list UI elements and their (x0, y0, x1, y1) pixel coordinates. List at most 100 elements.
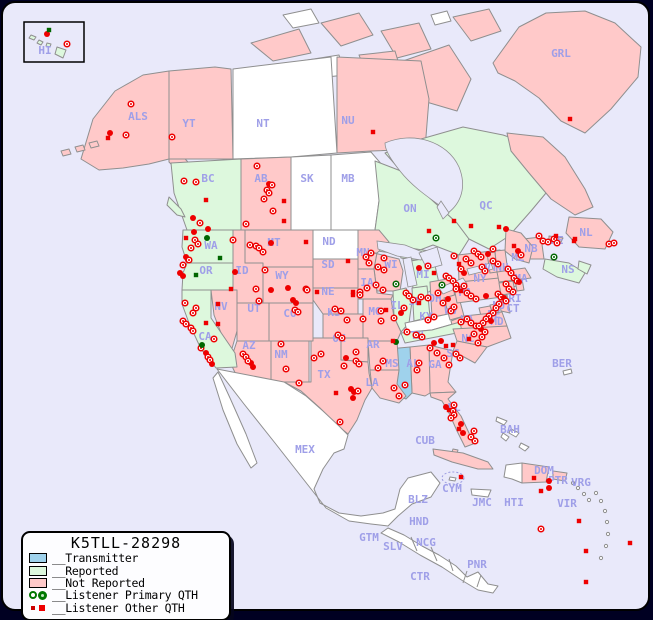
listener-marker (105, 135, 111, 141)
listener-marker (457, 318, 465, 326)
listener-marker (451, 218, 457, 224)
listener-marker (333, 390, 339, 396)
region-label-NM: NM (274, 348, 288, 361)
listener-marker (452, 285, 460, 293)
region-label-PNR: PNR (467, 558, 487, 571)
region-label-NU: NU (341, 114, 355, 127)
legend-rows: __Transmitter __Reported __Not Reported __L… (29, 551, 223, 615)
listener-marker (182, 320, 190, 328)
listener-marker (281, 218, 287, 224)
region-PTR (552, 470, 568, 482)
legend-item-reported: __Reported (29, 564, 223, 578)
listener-marker (458, 421, 464, 427)
region-label-BLZ: BLZ (408, 493, 428, 506)
listener-marker (576, 518, 582, 524)
listener-marker (450, 342, 456, 348)
listener-marker (430, 313, 438, 321)
listener-marker (194, 240, 202, 248)
listener-marker (567, 116, 573, 122)
listener-marker (483, 293, 489, 299)
listener-marker (377, 317, 385, 325)
hawaii-inset (23, 21, 85, 63)
listener-marker (379, 357, 387, 365)
region-BER (562, 368, 573, 376)
region-TX (283, 337, 373, 435)
listener-marker (434, 289, 442, 297)
region-arctic-island (320, 12, 374, 47)
region-label-HTI: HTI (504, 496, 524, 509)
legend-swatch-reported (29, 565, 47, 576)
listener-marker (416, 265, 422, 271)
legend-item-listener_primary: __Listener Primary QTH (29, 588, 223, 602)
legend-swatch-transmitter (29, 553, 47, 564)
hawaii-islands (28, 34, 67, 59)
listener-marker (204, 235, 210, 241)
region-label-NS: NS (561, 263, 574, 276)
listener-marker (471, 437, 479, 445)
listener-marker (356, 291, 364, 299)
listener-marker (180, 273, 186, 279)
bahamas-island (500, 432, 510, 442)
listener-marker (372, 281, 380, 289)
region-label-OR: OR (199, 264, 213, 277)
listener-marker (350, 395, 356, 401)
listener-marker (232, 269, 238, 275)
landmass-layer (60, 8, 642, 594)
region-label-MI: MI (416, 268, 429, 281)
listener-marker (350, 289, 356, 295)
listener-marker (496, 224, 502, 230)
listener-marker (438, 281, 446, 289)
listener-marker (314, 289, 320, 295)
listener-marker (189, 327, 197, 335)
listener-marker (215, 321, 221, 327)
listener-marker (46, 27, 52, 33)
legend-title: K5TLL-28298 (70, 534, 182, 552)
listener-marker (370, 129, 376, 135)
water-layer (376, 137, 494, 295)
region-BC (170, 158, 242, 231)
listener-marker (390, 338, 396, 344)
legend-label: __Not Reported (52, 575, 145, 590)
listener-marker (517, 251, 525, 259)
listener-marker (336, 418, 344, 426)
listener-marker (504, 265, 512, 273)
listener-marker (432, 234, 440, 242)
listener-marker (456, 261, 462, 267)
region-NL-newfoundland (565, 216, 614, 250)
listener-marker (460, 430, 466, 436)
region-YT (168, 66, 234, 160)
listener-marker (350, 292, 356, 298)
listener-marker (502, 297, 510, 305)
listener-marker (183, 235, 189, 241)
legend-item-listener_other: __Listener Other QTH (29, 601, 223, 615)
region-label-AB: AB (254, 172, 268, 185)
legend-item-not_reported: __Not Reported (29, 575, 223, 590)
region-arctic-island (282, 8, 320, 29)
listener-marker (345, 258, 351, 264)
legend-label: __Transmitter (52, 551, 139, 566)
james-bay (436, 200, 450, 220)
region-label-AR: AR (366, 338, 380, 351)
region-NL-labrador (506, 132, 594, 216)
listener-marker (460, 282, 468, 290)
legend-box: K5TLL-28298 __Transmitter __Reported __Not… (21, 531, 231, 620)
listener-marker (269, 207, 277, 215)
listener-marker (196, 219, 204, 227)
region-label-ND: ND (322, 235, 336, 248)
listener-marker (445, 296, 451, 302)
region-label-NE: NE (321, 285, 334, 298)
listener-marker (179, 261, 187, 269)
region-label-GA: GA (428, 358, 442, 371)
region-NS (542, 258, 586, 284)
region-CYM (448, 476, 457, 482)
listener-marker (452, 350, 460, 358)
listener-marker (377, 307, 385, 315)
listener-marker (189, 309, 197, 317)
region-label-IA: IA (360, 276, 374, 289)
listener-marker (456, 426, 462, 432)
legend-item-transmitter: __Transmitter (29, 551, 223, 566)
region-label-YT: YT (182, 117, 196, 130)
listener-marker (277, 340, 285, 348)
listener-marker (481, 267, 489, 275)
listener-marker (374, 263, 382, 271)
